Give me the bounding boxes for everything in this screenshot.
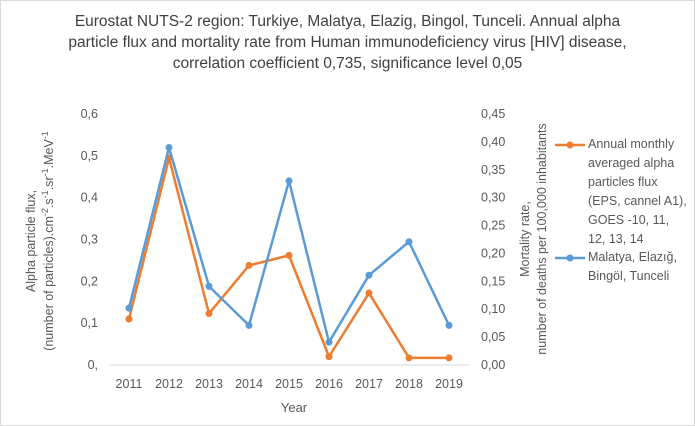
series-1-point — [125, 315, 133, 323]
legend-orange-line-4: (EPS, cannel A1), — [588, 194, 687, 208]
x-tick-label: 2017 — [355, 377, 383, 391]
left-tick-label: 0,1 — [81, 316, 98, 330]
series-2-point — [445, 321, 453, 329]
legend-blue-line-1: Malatya, Elazığ, — [588, 250, 677, 264]
right-tick-label: 0,30 — [481, 191, 505, 205]
left-axis-label-units-3: -1 — [40, 168, 50, 176]
legend-orange-line-6: 12, 13, 14 — [588, 232, 644, 246]
left-tick-label: 0,6 — [81, 107, 98, 121]
right-axis-label: Mortality rate, number of deaths per 100… — [518, 123, 549, 354]
series-1-point — [245, 261, 253, 269]
series-2-point — [165, 143, 173, 151]
legend-marker-blue — [555, 254, 585, 262]
left-axis-label: Alpha particle flux, (number of particle… — [24, 131, 56, 351]
left-axis-label-line-1: Alpha particle flux, — [24, 190, 38, 292]
x-tick-label: 2019 — [435, 377, 463, 391]
left-axis-label-units-4: -1 — [40, 131, 50, 139]
x-tick-label: 2015 — [275, 377, 303, 391]
left-axis-label-line-2: (number of particles).cm-2.s-1.sr-1.MeV-… — [40, 131, 56, 351]
x-tick-label: 2012 — [155, 377, 183, 391]
series-line-2 — [127, 146, 451, 344]
x-tick-label: 2011 — [116, 377, 143, 391]
legend-label-blue: Malatya, Elazığ, Bingöl, Tunceli — [588, 248, 677, 286]
series-2-point — [125, 304, 133, 312]
chart-title-line-3: correlation coefficient 0,735, significa… — [172, 55, 523, 72]
left-tick-label: 0,2 — [81, 274, 98, 288]
x-tick-label: 2018 — [395, 377, 423, 391]
right-tick-label: 0,25 — [481, 219, 505, 233]
right-axis-label-line-1: Mortality rate, — [518, 201, 532, 277]
left-axis-label-mev: .MeV — [42, 139, 56, 169]
right-tick-label: 0,20 — [481, 246, 505, 260]
series-1-point — [285, 251, 293, 259]
legend-orange-line-3: particles flux — [588, 175, 658, 189]
left-axis-ticks: 0, 0,1 0,2 0,3 0,4 0,5 0,6 — [81, 107, 98, 372]
x-axis-label: Year — [281, 400, 308, 415]
legend-orange-line-5: GOES -10, 11, — [588, 213, 670, 227]
legend-label-orange: Annual monthly averaged alpha particles … — [588, 135, 687, 249]
legend-marker-orange — [555, 141, 585, 149]
left-tick-label: 0,4 — [81, 191, 98, 205]
series-layer — [125, 143, 453, 362]
series-2-point — [405, 238, 413, 246]
right-tick-label: 0,45 — [481, 107, 505, 121]
right-tick-label: 0,40 — [481, 135, 505, 149]
legend-orange-line-2: averaged alpha — [588, 156, 675, 170]
legend — [555, 141, 585, 262]
series-1-point — [445, 354, 453, 362]
x-tick-label: 2013 — [195, 377, 223, 391]
series-1-point — [205, 310, 213, 318]
chart-title: Eurostat NUTS-2 region: Turkiye, Malatya… — [1, 11, 694, 74]
right-tick-label: 0,10 — [481, 302, 505, 316]
legend-blue-line-2: Bingöl, Tunceli — [588, 269, 670, 283]
left-axis-label-sr: .sr — [42, 176, 56, 190]
legend-orange-line-1: Annual monthly — [588, 137, 675, 151]
left-tick-label: 0,3 — [81, 233, 98, 247]
series-2-point — [205, 282, 213, 290]
x-tick-label: 2016 — [315, 377, 343, 391]
right-tick-label: 0,35 — [481, 163, 505, 177]
left-axis-label-units: -2 — [40, 208, 50, 216]
series-2-point — [325, 338, 333, 346]
chart-title-line-1: Eurostat NUTS-2 region: Turkiye, Malatya… — [74, 13, 621, 30]
series-2-point — [285, 177, 293, 185]
chart-title-line-2: particle flux and mortality rate from Hu… — [68, 34, 627, 51]
right-tick-label: 0,15 — [481, 274, 505, 288]
series-1-point — [405, 354, 413, 362]
x-axis-ticks: 2011 2012 2013 2014 2015 2016 2017 2018 2019 — [116, 377, 463, 391]
right-tick-label: 0,00 — [481, 358, 505, 372]
left-axis-label-line-2-text: (number of particles).cm — [42, 216, 56, 351]
x-tick-label: 2014 — [235, 377, 263, 391]
right-axis-label-line-2: number of deaths per 100,000 inhabitants — [535, 123, 549, 354]
series-1-point — [365, 289, 373, 297]
series-1-point — [325, 353, 333, 361]
right-axis-ticks: 0,00 0,05 0,10 0,15 0,20 0,25 0,30 0,35 0,40 0,45 — [481, 107, 505, 372]
left-tick-label: 0, — [88, 358, 98, 372]
left-axis-label-s: .s — [42, 198, 56, 208]
left-axis-label-units-2: -1 — [40, 190, 50, 198]
right-tick-label: 0,05 — [481, 330, 505, 344]
series-2-point — [245, 321, 253, 329]
left-tick-label: 0,5 — [81, 149, 98, 163]
series-2-point — [365, 271, 373, 279]
